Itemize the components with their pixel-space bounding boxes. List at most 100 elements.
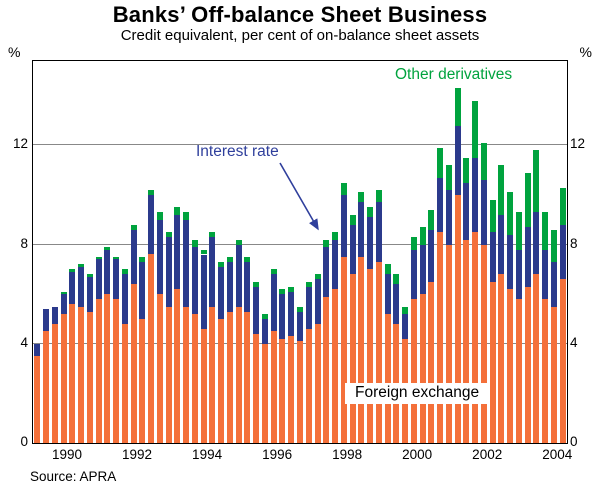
bar-segment xyxy=(148,194,155,255)
x-tick-label-1990: 1990 xyxy=(51,447,83,462)
bar-segment xyxy=(419,227,426,245)
y-tick-label-left-4: 4 xyxy=(20,334,28,350)
bar-segment xyxy=(95,259,102,300)
y-tick-label-left-12: 12 xyxy=(12,136,28,152)
bar-segment xyxy=(454,194,461,443)
bar-segment xyxy=(270,269,277,275)
bar-segment xyxy=(419,294,426,443)
bar-segment xyxy=(156,219,163,295)
bar-segment xyxy=(218,266,225,319)
x-tick-label-1994: 1994 xyxy=(192,447,223,462)
bar-segment xyxy=(279,289,286,295)
bar-segment xyxy=(121,323,128,443)
bar-segment xyxy=(428,209,435,230)
bar-segment xyxy=(349,274,356,443)
bar-segment xyxy=(69,304,76,443)
bar-segment xyxy=(489,232,496,282)
bar-segment xyxy=(156,294,163,443)
bar-segment xyxy=(358,202,365,257)
bar-segment xyxy=(550,261,557,307)
plot-area: Other derivatives Interest rate Foreign … xyxy=(32,60,568,444)
bar-segment xyxy=(375,261,382,443)
annotation-foreign-exchange: Foreign exchange xyxy=(345,383,490,404)
bar-segment xyxy=(305,281,312,287)
bar-segment xyxy=(139,318,146,443)
bar-segment xyxy=(279,338,286,443)
bar-segment xyxy=(542,212,549,250)
bar-segment xyxy=(165,232,172,238)
bar-segment xyxy=(288,286,295,292)
bar-segment xyxy=(174,289,181,443)
bar-segment xyxy=(314,274,321,280)
bar-segment xyxy=(454,125,461,195)
bar-segment xyxy=(191,247,198,315)
y-tick-label-left-0: 0 xyxy=(20,434,28,449)
bar-segment xyxy=(43,331,50,443)
bar-segment xyxy=(253,286,260,334)
bar-segment xyxy=(297,341,303,443)
y-tick-label-right-12: 12 xyxy=(570,136,586,152)
bar-segment xyxy=(34,343,41,357)
bar-segment xyxy=(121,269,128,275)
bar-segment xyxy=(367,269,374,443)
bar-segment xyxy=(375,202,382,262)
bar-segment xyxy=(165,306,172,443)
bar-segment xyxy=(437,232,444,443)
chart-title: Banks’ Off-balance Sheet Business xyxy=(112,2,488,27)
bar-segment xyxy=(69,269,76,272)
bar-segment xyxy=(332,289,339,443)
bar-segment xyxy=(550,306,557,443)
bar-segment xyxy=(130,284,137,443)
bar-segment xyxy=(244,256,251,262)
bar-segment xyxy=(489,199,496,233)
bar-segment xyxy=(524,227,531,287)
bar-segment xyxy=(183,219,190,307)
bar-segment xyxy=(367,217,374,270)
bar-segment xyxy=(524,286,531,443)
bar-segment xyxy=(51,306,58,324)
bar-segment xyxy=(86,274,93,277)
bar-segment xyxy=(533,274,540,443)
bar-segment xyxy=(200,249,207,255)
bar-segment xyxy=(78,266,85,307)
bar-segment xyxy=(498,165,505,215)
bar-segment xyxy=(288,291,295,337)
bar-segment xyxy=(314,279,321,324)
bar-segment xyxy=(69,271,76,305)
bar-segment xyxy=(384,264,391,275)
bar-segment xyxy=(507,234,514,290)
bar-segment xyxy=(183,306,190,443)
bar-segment xyxy=(332,239,339,290)
bar-segment xyxy=(226,311,233,443)
gridline-12 xyxy=(33,144,567,146)
bar-segment xyxy=(43,309,50,332)
bar-segment xyxy=(410,237,417,250)
bar-segment xyxy=(445,244,452,443)
bar-segment xyxy=(340,182,347,195)
annotation-other-derivatives: Other derivatives xyxy=(395,66,513,83)
bar-segment xyxy=(480,244,487,443)
annotation-interest-rate: Interest rate xyxy=(196,143,279,160)
bar-segment xyxy=(550,229,557,262)
bar-segment xyxy=(358,192,365,203)
bar-segment xyxy=(165,237,172,307)
bar-segment xyxy=(139,261,146,319)
bar-segment xyxy=(524,172,531,228)
bar-segment xyxy=(437,147,444,178)
bar-segment xyxy=(445,165,452,190)
bar-segment xyxy=(340,194,347,257)
bar-segment xyxy=(104,249,111,295)
bar-segment xyxy=(209,237,216,307)
x-tick-label-1998: 1998 xyxy=(332,447,363,462)
bar-segment xyxy=(402,306,409,315)
gridline-8 xyxy=(33,243,567,245)
bar-segment xyxy=(113,256,120,260)
bar-segment xyxy=(472,157,479,233)
bar-segment xyxy=(428,281,435,443)
bar-segment xyxy=(78,264,85,267)
bar-segment xyxy=(515,299,522,443)
bar-segment xyxy=(533,212,540,275)
bar-segment xyxy=(174,207,181,215)
y-tick-label-left-8: 8 xyxy=(20,235,28,251)
